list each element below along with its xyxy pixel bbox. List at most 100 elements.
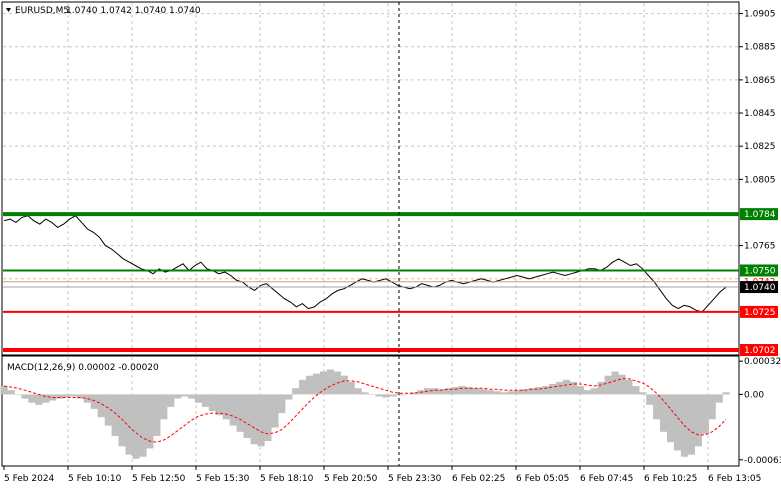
macd-bar: [701, 394, 709, 434]
macd-bar: [83, 394, 91, 403]
macd-bar: [646, 394, 654, 405]
macd-bar: [597, 381, 605, 395]
header-dropdown-icon[interactable]: [6, 8, 11, 12]
macd-bar: [181, 394, 189, 397]
macd-bar: [319, 371, 328, 395]
macd-bar: [63, 394, 71, 398]
y-tick-label: 1.0885: [744, 43, 776, 53]
level-label: 1.0750: [744, 266, 776, 276]
y-tick-label: 1.0845: [744, 109, 776, 119]
symbol-label: EURUSD,M5: [15, 6, 69, 16]
quote-label: 1.0740 1.0742 1.0740 1.0740: [66, 6, 201, 16]
macd-bar: [687, 394, 695, 455]
macd-bar: [451, 387, 459, 395]
macd-bar: [90, 394, 98, 409]
y-tick-label: 1.0865: [744, 76, 776, 86]
macd-bar: [215, 394, 223, 416]
x-tick-label: 5 Feb 15:30: [196, 474, 250, 484]
x-tick-label: 5 Feb 18:10: [260, 474, 314, 484]
macd-bar: [76, 394, 85, 399]
x-tick-label: 6 Feb 07:45: [580, 474, 633, 484]
macd-bar: [347, 381, 355, 395]
macd-bar: [264, 394, 272, 442]
macd-title: MACD(12,26,9) 0.00002 -0.00020: [7, 363, 159, 373]
macd-bar: [0, 386, 8, 395]
macd-bar: [104, 394, 112, 426]
macd-bar: [21, 394, 29, 399]
macd-bar: [243, 394, 251, 438]
macd-bar: [306, 375, 314, 395]
macd-bar: [42, 394, 50, 403]
macd-bar: [444, 388, 452, 395]
level-label: 1.0725: [744, 308, 776, 318]
macd-y-tick-label: 0.00: [744, 390, 764, 400]
macd-bar: [118, 394, 126, 447]
macd-bar: [708, 394, 716, 420]
macd-bar: [722, 392, 730, 395]
macd-bar: [410, 392, 418, 395]
macd-bar: [694, 394, 702, 447]
level-label-bg: [740, 264, 778, 277]
macd-bar: [590, 388, 598, 395]
macd-bar: [528, 388, 536, 395]
y-tick-label: 1.0905: [744, 10, 776, 20]
macd-bar: [70, 394, 78, 397]
macd-bar: [653, 394, 661, 420]
macd-bar: [132, 394, 140, 459]
macd-bar: [431, 388, 439, 395]
macd-bar: [465, 387, 473, 395]
macd-bar: [549, 384, 557, 395]
macd-bar: [56, 394, 64, 399]
price-series: [3, 215, 727, 313]
macd-bar: [632, 386, 640, 395]
macd-bar: [111, 394, 119, 436]
macd-bar: [257, 394, 265, 447]
macd-bar: [569, 381, 577, 395]
macd-bar: [35, 394, 43, 405]
macd-bar: [639, 392, 647, 395]
macd-bar: [437, 389, 446, 395]
macd-bar: [146, 394, 154, 449]
macd-bar: [299, 379, 307, 395]
macd-bar: [542, 386, 550, 395]
macd-panel: [0, 369, 730, 459]
macd-bar: [625, 379, 633, 395]
x-tick-label: 6 Feb 05:05: [516, 474, 569, 484]
macd-bar: [278, 394, 286, 414]
x-tick-label: 5 Feb 2024: [4, 474, 55, 484]
macd-bar: [486, 390, 494, 395]
macd-y-tick-label: 0.00032: [744, 357, 781, 367]
y-tick-label: 1.0805: [744, 175, 776, 185]
level-label-bg: [740, 208, 778, 221]
x-tick-label: 5 Feb 12:50: [132, 474, 186, 484]
macd-bar: [667, 394, 675, 443]
macd-bar: [375, 394, 383, 397]
macd-bar: [514, 390, 522, 395]
macd-bar: [458, 386, 466, 395]
macd-bar: [479, 389, 487, 395]
chart-header: EURUSD,M5 1.0740 1.0742 1.0740 1.0740: [6, 6, 201, 16]
level-label: 1.0784: [744, 210, 776, 220]
macd-bar: [507, 391, 515, 395]
level-label: 1.0702: [744, 346, 776, 356]
x-tick-label: 6 Feb 02:25: [452, 474, 505, 484]
macd-bar: [139, 394, 147, 457]
macd-bar: [236, 394, 244, 432]
macd-bar: [167, 394, 175, 407]
x-axis: 5 Feb 2024 5 Feb 10:10 5 Feb 12:50 5 Feb 15…: [3, 466, 761, 484]
macd-bar: [250, 394, 258, 445]
level-label-bg: [740, 305, 778, 318]
macd-bar: [500, 392, 508, 395]
y-axis: 1.0905 1.0885 1.0865 1.0845 1.0825 1.0805 1.07…: [739, 10, 781, 466]
macd-bar: [368, 394, 376, 395]
x-tick-label: 5 Feb 10:10: [68, 474, 122, 484]
macd-bar: [361, 392, 369, 395]
macd-bar: [403, 394, 411, 395]
macd-bar: [555, 381, 564, 395]
macd-bar: [188, 394, 196, 399]
macd-bar: [201, 394, 210, 407]
macd-bar: [715, 394, 723, 403]
macd-bar: [194, 394, 203, 403]
